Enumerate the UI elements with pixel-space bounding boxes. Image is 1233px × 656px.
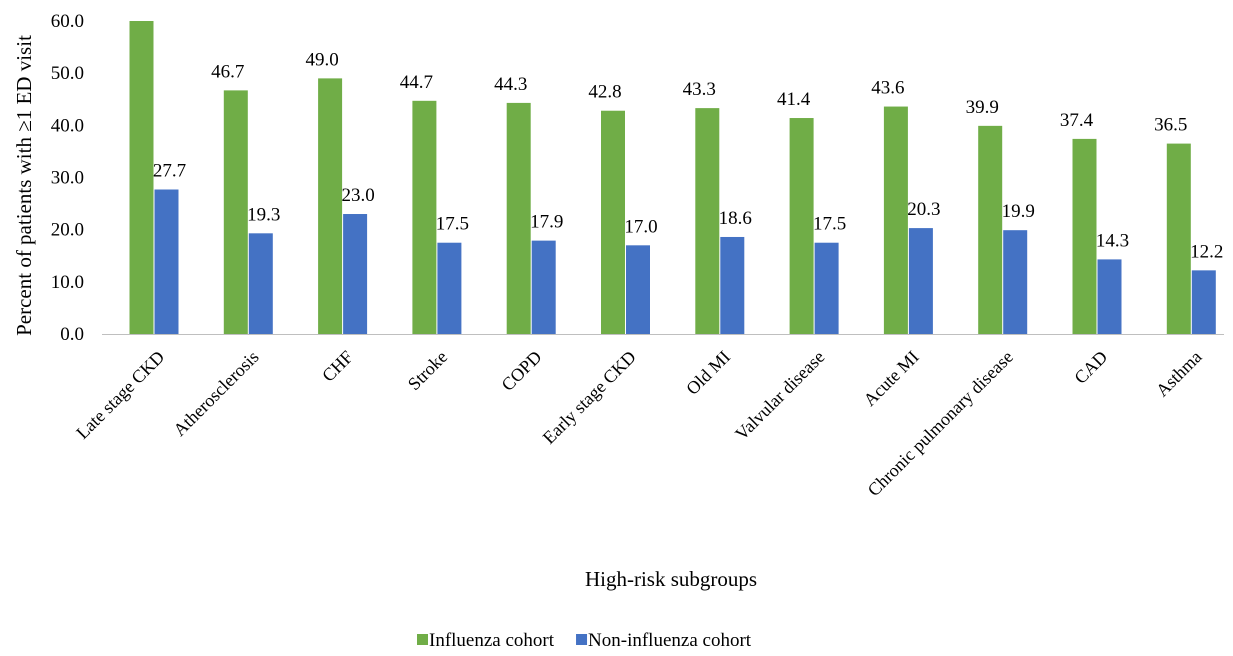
category-label: Valvular disease: [731, 347, 828, 444]
legend-label: Non-influenza cohort: [588, 630, 752, 651]
data-label: 17.5: [813, 214, 846, 235]
bar-influenza: [1072, 138, 1097, 334]
data-label: 20.3: [907, 199, 940, 220]
data-label: 17.5: [436, 214, 469, 235]
category-label: Early stage CKD: [539, 347, 640, 448]
y-tick-label: 50.0: [51, 63, 84, 84]
category-label: CAD: [1070, 347, 1111, 388]
bar-non-influenza: [1191, 270, 1216, 334]
category-labels: Late stage CKD Atherosclerosis CHF Stroke CO…: [72, 347, 1205, 500]
y-tick-label: 20.0: [51, 220, 84, 241]
bar-non-influenza: [626, 245, 650, 334]
bar-non-influenza: [908, 228, 933, 334]
y-tick-label: 60.0: [51, 11, 84, 32]
y-tick-label: 0.0: [60, 324, 84, 345]
bar-influenza: [129, 21, 154, 334]
bar-influenza: [789, 118, 814, 334]
bar-non-influenza: [343, 214, 368, 334]
y-tick-label: 10.0: [51, 272, 84, 293]
y-axis-title: Percent of patients with ≥1 ED visit: [12, 35, 36, 336]
data-label: 18.6: [719, 208, 752, 229]
category-label: Late stage CKD: [72, 347, 168, 443]
data-label: 23.0: [341, 185, 374, 206]
bar-non-influenza: [248, 233, 273, 334]
bar-non-influenza: [814, 242, 839, 334]
category-label: COPD: [497, 347, 545, 395]
bar-influenza: [883, 106, 908, 334]
data-label: 19.9: [1002, 201, 1035, 222]
legend-swatch: [417, 634, 428, 645]
data-label: 39.9: [966, 97, 999, 118]
bar-influenza: [695, 108, 720, 334]
data-label: 37.4: [1060, 110, 1094, 131]
data-label: 12.2: [1190, 241, 1223, 262]
bar-non-influenza: [720, 236, 745, 334]
category-label: Stroke: [404, 347, 451, 394]
category-label: Asthma: [1152, 347, 1206, 401]
legend: Influenza cohort Non-influenza cohort: [417, 630, 752, 651]
data-label: 42.8: [588, 82, 621, 103]
category-label: Atherosclerosis: [169, 347, 262, 440]
data-label: 36.5: [1154, 115, 1187, 136]
y-tick-label: 40.0: [51, 115, 84, 136]
bar-influenza: [223, 90, 248, 334]
bar-non-influenza: [154, 189, 179, 334]
data-label: 17.9: [530, 212, 563, 233]
legend-label: Influenza cohort: [429, 630, 555, 651]
data-label: 43.3: [683, 79, 716, 100]
y-tick-label: 30.0: [51, 168, 84, 189]
bar-non-influenza: [1097, 259, 1122, 334]
data-labels: 27.7 46.7 19.3 49.0 23.0 44.7 17.5 44.3 17.9 42.8…: [153, 49, 1224, 262]
data-label: 14.3: [1096, 230, 1129, 251]
category-label: Acute MI: [859, 347, 922, 410]
x-axis-title: High-risk subgroups: [585, 567, 757, 591]
y-axis-ticks: 0.0 10.0 20.0 30.0 40.0 50.0 60.0: [51, 11, 84, 345]
bar-influenza: [318, 78, 343, 334]
data-label: 27.7: [153, 160, 186, 181]
category-label: CHF: [318, 347, 357, 386]
data-label: 44.3: [494, 74, 527, 95]
bar-non-influenza: [437, 242, 462, 334]
data-label: 19.3: [247, 204, 280, 225]
data-label: 44.7: [400, 72, 433, 93]
bar-non-influenza: [531, 240, 556, 334]
legend-swatch: [576, 634, 588, 645]
bar-non-influenza: [1003, 230, 1028, 334]
data-label: 43.6: [871, 78, 904, 99]
bar-influenza: [978, 125, 1003, 334]
data-label: 41.4: [777, 89, 811, 110]
data-label: 46.7: [211, 61, 244, 82]
bar-influenza: [412, 100, 437, 334]
category-label: Old MI: [682, 347, 734, 399]
bar-influenza: [601, 110, 625, 334]
data-label: 49.0: [305, 49, 338, 70]
bar-influenza: [506, 102, 531, 334]
bars: [129, 21, 1216, 334]
data-label: 17.0: [624, 216, 657, 237]
bar-influenza: [1166, 143, 1191, 334]
